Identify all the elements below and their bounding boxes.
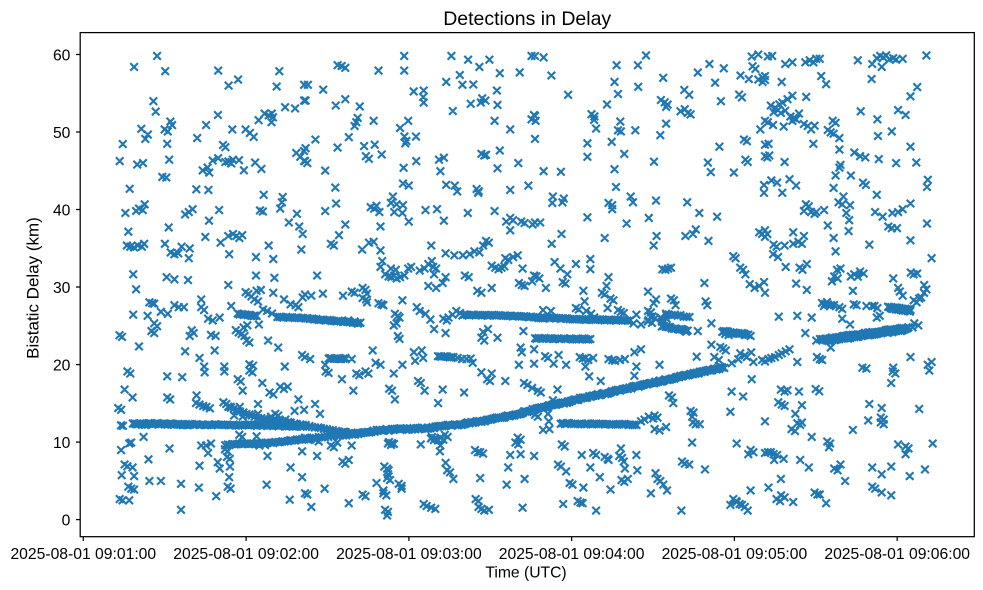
svg-text:2025-08-01 09:06:00: 2025-08-01 09:06:00 — [824, 546, 970, 563]
svg-text:Detections in Delay: Detections in Delay — [443, 8, 611, 30]
svg-text:2025-08-01 09:05:00: 2025-08-01 09:05:00 — [662, 546, 808, 563]
svg-text:Time (UTC): Time (UTC) — [485, 564, 566, 581]
svg-text:0: 0 — [62, 513, 71, 530]
svg-text:50: 50 — [53, 125, 71, 142]
svg-text:Bistatic Delay (km): Bistatic Delay (km) — [24, 217, 43, 359]
svg-text:40: 40 — [53, 203, 71, 220]
svg-text:60: 60 — [53, 48, 71, 65]
svg-text:30: 30 — [53, 280, 71, 297]
svg-text:2025-08-01 09:03:00: 2025-08-01 09:03:00 — [336, 546, 482, 563]
svg-text:2025-08-01 09:02:00: 2025-08-01 09:02:00 — [173, 546, 319, 563]
svg-text:20: 20 — [53, 358, 71, 375]
svg-text:2025-08-01 09:04:00: 2025-08-01 09:04:00 — [499, 546, 645, 563]
svg-text:2025-08-01 09:01:00: 2025-08-01 09:01:00 — [10, 546, 156, 563]
svg-text:10: 10 — [53, 435, 71, 452]
